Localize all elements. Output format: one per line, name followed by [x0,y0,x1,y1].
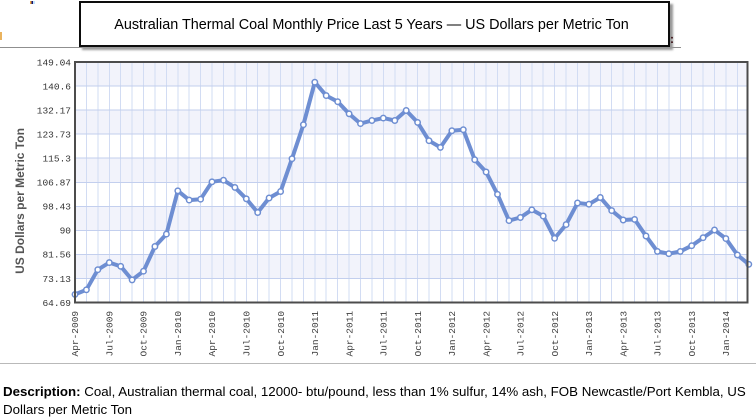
svg-text:Jan-2014: Jan-2014 [721,311,732,357]
svg-text:Jul-2012: Jul-2012 [516,311,527,357]
svg-text:Jan-2013: Jan-2013 [584,311,595,357]
svg-text:115.3: 115.3 [42,154,71,165]
svg-text:Oct-2012: Oct-2012 [550,311,561,357]
svg-text:123.73: 123.73 [37,130,72,141]
svg-text:Jan-2012: Jan-2012 [447,311,458,357]
svg-text:Jul-2009: Jul-2009 [105,311,116,357]
svg-text:Oct-2011: Oct-2011 [413,311,424,357]
svg-text:149.04: 149.04 [37,57,72,68]
svg-text:Jul-2011: Jul-2011 [379,311,390,357]
svg-text:98.43: 98.43 [42,202,71,213]
svg-text:106.87: 106.87 [37,178,71,189]
svg-text:Jul-2010: Jul-2010 [242,311,253,357]
svg-text:Oct-2009: Oct-2009 [139,311,150,357]
svg-text:Oct-2010: Oct-2010 [276,311,287,357]
svg-text:Apr-2011: Apr-2011 [344,311,355,357]
svg-text:73.13: 73.13 [42,274,71,285]
svg-text:Oct-2013: Oct-2013 [687,311,698,357]
svg-text:Apr-2012: Apr-2012 [481,311,492,357]
svg-text:Apr-2009: Apr-2009 [70,311,81,357]
svg-text:Apr-2010: Apr-2010 [207,311,218,357]
svg-text:64.69: 64.69 [42,298,71,309]
svg-text:Jan-2011: Jan-2011 [310,311,321,357]
svg-text:Jul-2013: Jul-2013 [653,311,664,357]
svg-text:Jan-2010: Jan-2010 [173,311,184,357]
svg-text:81.56: 81.56 [42,250,71,261]
svg-text:US Dollars per Metric Ton: US Dollars per Metric Ton [13,128,27,274]
svg-text:Apr-2013: Apr-2013 [618,311,629,357]
svg-text:132.17: 132.17 [37,105,71,116]
svg-text:90: 90 [60,226,72,237]
svg-text:140.6: 140.6 [42,81,71,92]
